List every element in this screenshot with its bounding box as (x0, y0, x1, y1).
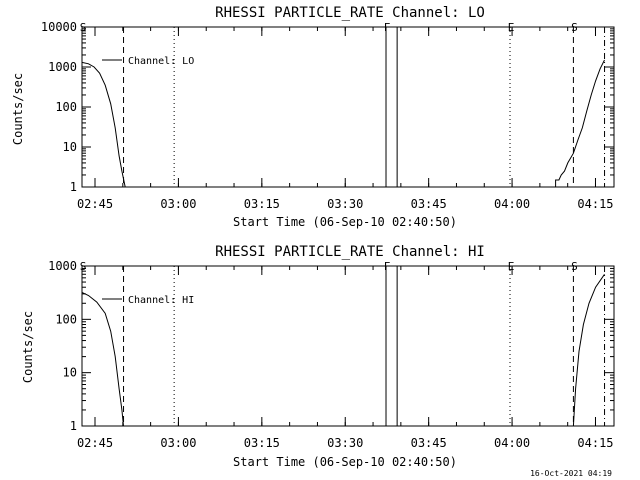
event-marker-label: E (508, 21, 515, 34)
series-line (81, 61, 126, 188)
event-marker-label: S (80, 260, 87, 273)
legend-label: Channel: HI (128, 295, 194, 306)
x-tick-label: 04:15 (577, 436, 613, 450)
x-axis-label: Start Time (06-Sep-10 02:40:50) (233, 455, 457, 469)
x-axis-label: Start Time (06-Sep-10 02:40:50) (233, 215, 457, 229)
y-tick-label: 1 (70, 419, 77, 433)
y-tick-label: 1000 (48, 259, 77, 273)
plot-lo-channel: RHESSI PARTICLE_RATE Channel: LO Start T… (11, 5, 615, 229)
x-tick-label: 03:45 (411, 197, 447, 211)
x-tick-label: 04:00 (494, 436, 530, 450)
plot-hi-channel: RHESSI PARTICLE_RATE Channel: HI Start T… (21, 244, 615, 469)
x-tick-label: 04:15 (577, 197, 613, 211)
footer-timestamp: 16-Oct-2021 04:19 (530, 469, 612, 478)
series-line (572, 274, 605, 427)
x-tick-label: 03:30 (327, 197, 363, 211)
x-tick-label: 03:00 (160, 436, 196, 450)
event-marker-label: F (384, 21, 391, 34)
y-axis-label: Counts/sec (11, 73, 25, 145)
plot-title: RHESSI PARTICLE_RATE Channel: LO (215, 5, 485, 21)
y-tick-label: 10000 (41, 20, 77, 34)
event-marker-label: S (571, 260, 578, 273)
event-marker-label: F (384, 260, 391, 273)
x-tick-label: 03:30 (327, 436, 363, 450)
x-tick-label: 04:00 (494, 197, 530, 211)
y-tick-label: 100 (55, 312, 77, 326)
legend-label: Channel: LO (128, 56, 194, 67)
plot-frame (81, 265, 615, 427)
x-tick-label: 02:45 (77, 197, 113, 211)
x-tick-label: 03:15 (244, 436, 280, 450)
plot-title: RHESSI PARTICLE_RATE Channel: HI (215, 244, 485, 260)
series-line (81, 291, 124, 427)
x-tick-label: 02:45 (77, 436, 113, 450)
plot-frame (81, 26, 615, 188)
x-tick-label: 03:00 (160, 197, 196, 211)
event-marker-label: E (508, 260, 515, 273)
y-tick-label: 10 (63, 140, 77, 154)
event-marker-label: S (571, 21, 578, 34)
y-tick-label: 100 (55, 100, 77, 114)
x-tick-label: 03:15 (244, 197, 280, 211)
y-tick-label: 10 (63, 366, 77, 380)
y-tick-label: 1 (70, 180, 77, 194)
y-axis-label: Counts/sec (21, 311, 35, 383)
event-marker-label: S (80, 21, 87, 34)
y-tick-label: 1000 (48, 60, 77, 74)
x-tick-label: 03:45 (411, 436, 447, 450)
series-line (547, 59, 605, 188)
